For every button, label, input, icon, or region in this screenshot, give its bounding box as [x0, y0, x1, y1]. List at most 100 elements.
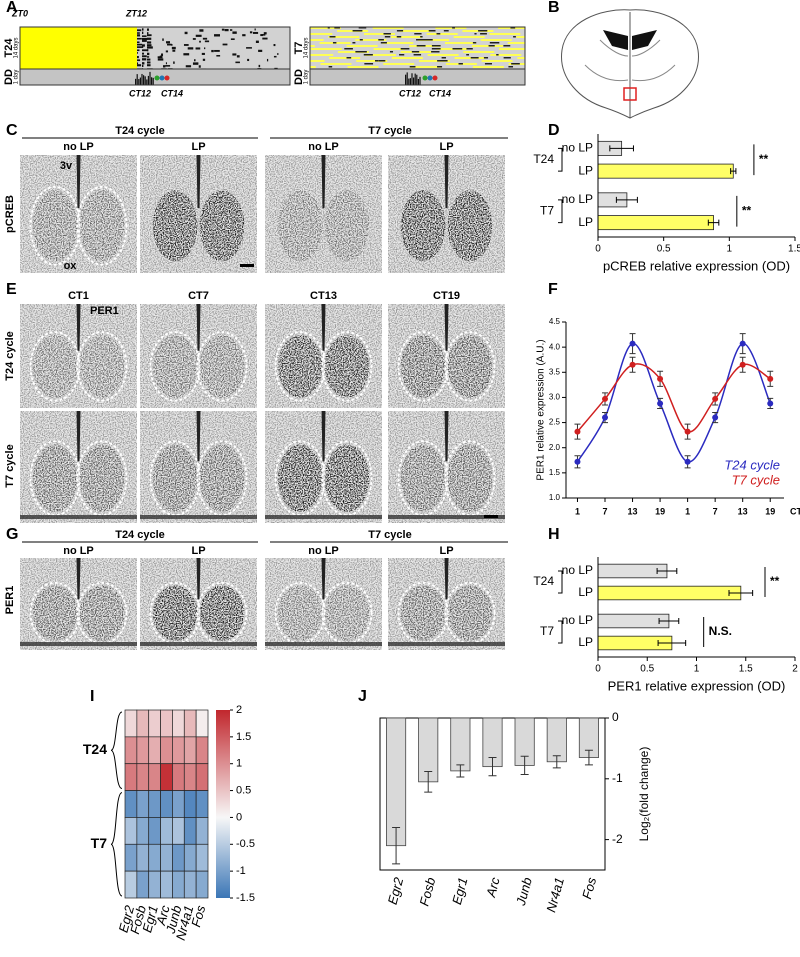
activity — [201, 52, 205, 55]
group-bracket — [558, 147, 563, 172]
activity — [253, 31, 259, 34]
ventricle — [603, 30, 657, 50]
activity — [137, 55, 139, 59]
light-phase — [517, 57, 525, 59]
activity — [411, 51, 420, 53]
light-phase — [472, 45, 503, 47]
activity — [332, 42, 337, 44]
activity — [488, 45, 495, 47]
activity — [142, 64, 144, 67]
activity — [172, 49, 176, 52]
scn-outline — [397, 440, 449, 517]
activity — [165, 41, 170, 44]
stain-label: PER1 — [4, 586, 16, 615]
activity — [211, 49, 214, 53]
y-tick-label: 1.0 — [549, 493, 561, 502]
activity — [165, 50, 169, 53]
ct-label: CT14 — [161, 88, 183, 98]
light-phase — [418, 39, 449, 41]
activity — [346, 57, 352, 59]
bar — [450, 717, 471, 772]
activity — [433, 45, 438, 47]
light-phase — [310, 54, 334, 56]
activity — [142, 52, 145, 55]
marker — [159, 75, 165, 81]
activity — [262, 37, 268, 40]
x-tick-label: 1 — [575, 506, 580, 516]
activity — [194, 59, 196, 62]
heat-cell — [124, 817, 138, 845]
activity — [147, 37, 152, 40]
third-ventricle — [76, 155, 81, 209]
bar — [597, 163, 734, 179]
optic-chiasm — [20, 642, 137, 646]
activity — [246, 47, 252, 49]
activity — [483, 57, 489, 59]
scn — [400, 585, 446, 641]
optic-chiasm — [140, 515, 257, 519]
y-tick-label: -2 — [612, 832, 623, 846]
activity — [173, 61, 175, 64]
bar — [597, 613, 670, 629]
significance-label: ** — [759, 152, 769, 166]
scn-outline — [321, 440, 373, 517]
activity — [214, 34, 220, 37]
activity — [142, 40, 147, 42]
activity — [137, 37, 142, 40]
light-phase — [337, 30, 368, 32]
light-phase — [20, 27, 137, 69]
activity — [143, 75, 145, 85]
activity — [417, 78, 419, 85]
activity — [416, 45, 426, 47]
light-phase — [364, 54, 396, 56]
y-tick-label: 3.0 — [549, 393, 561, 402]
activity — [142, 58, 147, 61]
activity — [411, 73, 413, 85]
heat-cell — [136, 790, 150, 818]
group-bracket — [558, 199, 563, 224]
heat-cell — [183, 790, 197, 818]
activity — [400, 48, 410, 50]
point — [712, 414, 719, 421]
third-ventricle — [444, 304, 449, 351]
heat-cell — [172, 817, 185, 845]
activity — [359, 39, 363, 41]
row-label: T24 — [3, 38, 15, 58]
activity — [452, 48, 463, 50]
x-tick-label: 0.5 — [657, 244, 671, 255]
column-label: Egr2 — [116, 903, 138, 934]
scn-outline — [29, 185, 81, 266]
row-label: T7 — [293, 42, 305, 55]
error-bar — [520, 755, 529, 776]
panel-label: F — [548, 281, 558, 298]
scn — [199, 585, 245, 641]
x-axis-label: pCREB relative expression (OD) — [603, 258, 790, 273]
heat-cell — [195, 870, 209, 899]
activity — [137, 59, 141, 62]
marker — [432, 75, 438, 81]
y-tick-label: 4.5 — [549, 317, 561, 326]
heat-cell — [148, 709, 161, 738]
marker — [422, 75, 428, 81]
light-phase — [453, 36, 485, 38]
category-label: no LP — [562, 563, 593, 577]
activity — [162, 38, 164, 41]
heat-cell — [124, 843, 138, 872]
activity — [436, 33, 441, 35]
day-label: 14 days — [304, 37, 310, 58]
scn-outline — [321, 331, 373, 402]
activity — [199, 29, 204, 32]
group-label: T24 — [83, 741, 107, 757]
x-tick-label: 19 — [655, 506, 665, 516]
colorbar-tick-label: 0.5 — [236, 784, 251, 796]
third-ventricle — [321, 155, 326, 209]
activity — [165, 65, 171, 67]
panel-label: G — [6, 526, 18, 543]
activity — [199, 40, 201, 43]
x-tick-label: 1.5 — [739, 664, 753, 675]
activity — [470, 57, 479, 59]
heat-cell — [172, 843, 185, 872]
activity — [224, 28, 229, 32]
activity — [328, 66, 333, 68]
